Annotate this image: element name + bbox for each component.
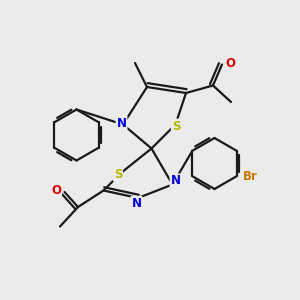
Text: N: N [170, 174, 181, 188]
Text: N: N [131, 197, 142, 210]
Text: S: S [172, 119, 180, 133]
Text: O: O [51, 184, 61, 197]
Text: O: O [225, 56, 236, 70]
Text: N: N [116, 116, 127, 130]
Text: Br: Br [243, 170, 257, 183]
Text: S: S [114, 167, 122, 181]
